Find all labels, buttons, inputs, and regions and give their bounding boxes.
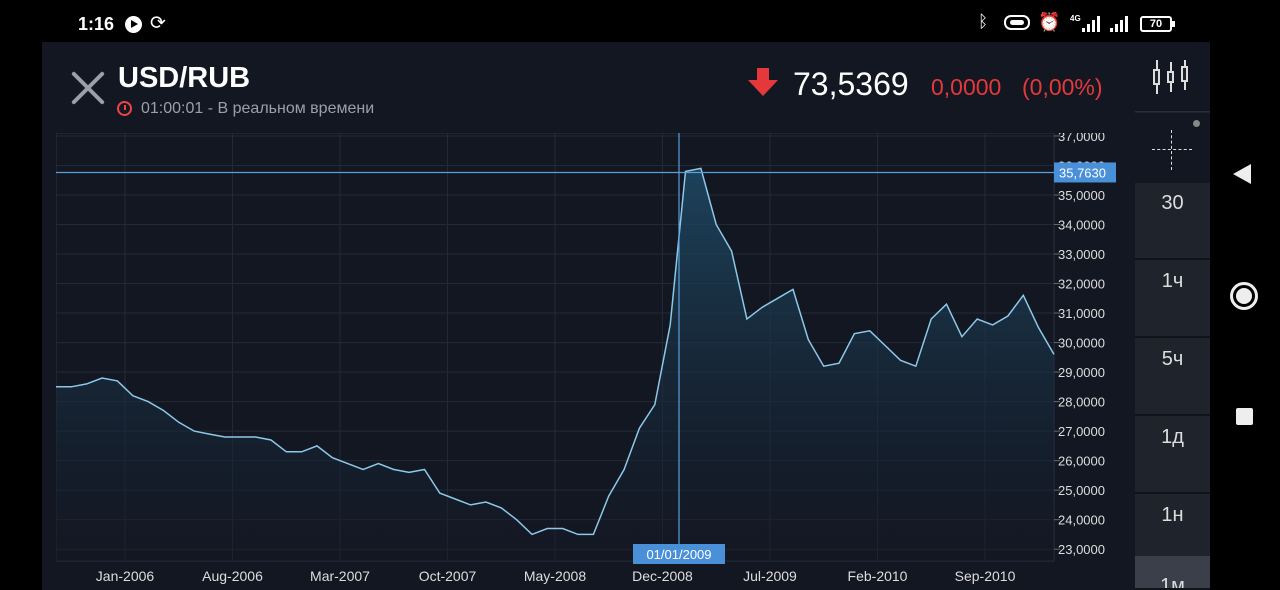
x-axis: Jan-2006 Aug-2006 Mar-2007 Oct-2007 May-2008… <box>96 568 1016 584</box>
timeframe-label: 1ч <box>1161 270 1184 292</box>
y-tick-label: 28,0000 <box>1058 395 1105 410</box>
price-chart[interactable]: 37,000036,000035,000034,000033,000032,00… <box>56 133 1128 590</box>
crosshair-x-label: 01/01/2009 <box>633 544 725 564</box>
close-icon[interactable] <box>66 66 110 110</box>
recents-icon[interactable] <box>1236 408 1253 425</box>
price-value: 73,5369 <box>793 66 909 102</box>
y-axis: 37,000036,000035,000034,000033,000032,00… <box>1054 133 1105 557</box>
sync-icon: ⟳ <box>150 13 166 34</box>
y-tick-label: 37,0000 <box>1058 133 1105 144</box>
y-tick-label: 35,0000 <box>1058 188 1105 203</box>
price-change-percent: (0,00%) <box>1022 74 1103 100</box>
crosshair-y-label: 35,7630 <box>1054 162 1116 183</box>
vibrate-icon <box>1004 15 1030 30</box>
battery-icon: 70 <box>1140 16 1175 32</box>
signal-icon <box>1110 16 1132 32</box>
symbol-title: USD/RUB <box>118 62 251 94</box>
timeframe-1m[interactable]: 1м <box>1135 556 1210 590</box>
x-tick-label: May-2008 <box>524 568 586 584</box>
play-icon <box>125 16 142 33</box>
y-tick-label: 25,0000 <box>1058 483 1105 498</box>
crosshair-y-label-box <box>1054 162 1116 183</box>
x-tick-label: Sep-2010 <box>955 568 1016 584</box>
indicator-dot <box>1193 120 1200 127</box>
timeframe-5h[interactable]: 5ч <box>1135 339 1210 416</box>
timeframe-label: 1д <box>1161 426 1184 448</box>
price-change: 0,0000 <box>931 74 1002 100</box>
y-tick-label: 30,0000 <box>1058 336 1105 351</box>
area-fill <box>56 168 1054 561</box>
x-tick-label: Oct-2007 <box>419 568 477 584</box>
timeframe-1h[interactable]: 1ч <box>1135 261 1210 338</box>
crosshair-y-label-text: 35,7630 <box>1059 165 1106 180</box>
timeframe-30[interactable]: 30 <box>1135 183 1210 260</box>
candles-icon[interactable] <box>1152 60 1192 94</box>
price-line <box>56 167 1055 536</box>
crosshair-x-label-box <box>633 544 725 564</box>
crosshair-icon[interactable] <box>1152 130 1192 170</box>
timeframe-1d[interactable]: 1д <box>1135 417 1210 494</box>
alarm-off-icon: ⏰ <box>1038 12 1061 32</box>
x-tick-label: Feb-2010 <box>848 568 908 584</box>
x-tick-label: Dec-2008 <box>632 568 693 584</box>
y-tick-label: 24,0000 <box>1058 513 1105 528</box>
home-icon[interactable] <box>1230 282 1258 310</box>
timeframe-label: 1м <box>1160 575 1185 590</box>
crosshair-x-label-text: 01/01/2009 <box>646 547 711 562</box>
realtime-label: 01:00:01 - В реальном времени <box>141 100 374 118</box>
y-tick-label: 34,0000 <box>1058 218 1105 233</box>
back-icon[interactable] <box>1233 164 1251 184</box>
status-time: 1:16 <box>78 14 115 34</box>
realtime-text: - В реальном времени <box>207 100 375 117</box>
x-tick-label: Mar-2007 <box>310 568 370 584</box>
x-tick-label: Jul-2009 <box>743 568 797 584</box>
x-tick-label: Jan-2006 <box>96 568 155 584</box>
y-tick-label: 33,0000 <box>1058 247 1105 262</box>
y-tick-label: 27,0000 <box>1058 424 1105 439</box>
session-time: 01:00:01 <box>141 100 204 117</box>
timeframe-label: 1н <box>1161 504 1184 526</box>
signal-icon <box>1082 16 1104 32</box>
y-tick-label: 31,0000 <box>1058 306 1105 321</box>
y-tick-label: 29,0000 <box>1058 365 1105 380</box>
x-tick-label: Aug-2006 <box>202 568 263 584</box>
status-bar: 1:16 ⟳ ᛒ ⏰ 4G 70 <box>0 0 1280 42</box>
timeframe-label: 30 <box>1161 192 1184 214</box>
y-tick-label: 23,0000 <box>1058 542 1105 557</box>
clock-icon <box>117 101 132 116</box>
y-tick-label: 26,0000 <box>1058 454 1105 469</box>
y-tick-label: 32,0000 <box>1058 277 1105 292</box>
bluetooth-icon: ᛒ <box>978 12 989 31</box>
timeframe-label: 5ч <box>1161 348 1184 370</box>
arrow-down-icon <box>748 68 778 98</box>
network-type: 4G <box>1070 14 1081 23</box>
